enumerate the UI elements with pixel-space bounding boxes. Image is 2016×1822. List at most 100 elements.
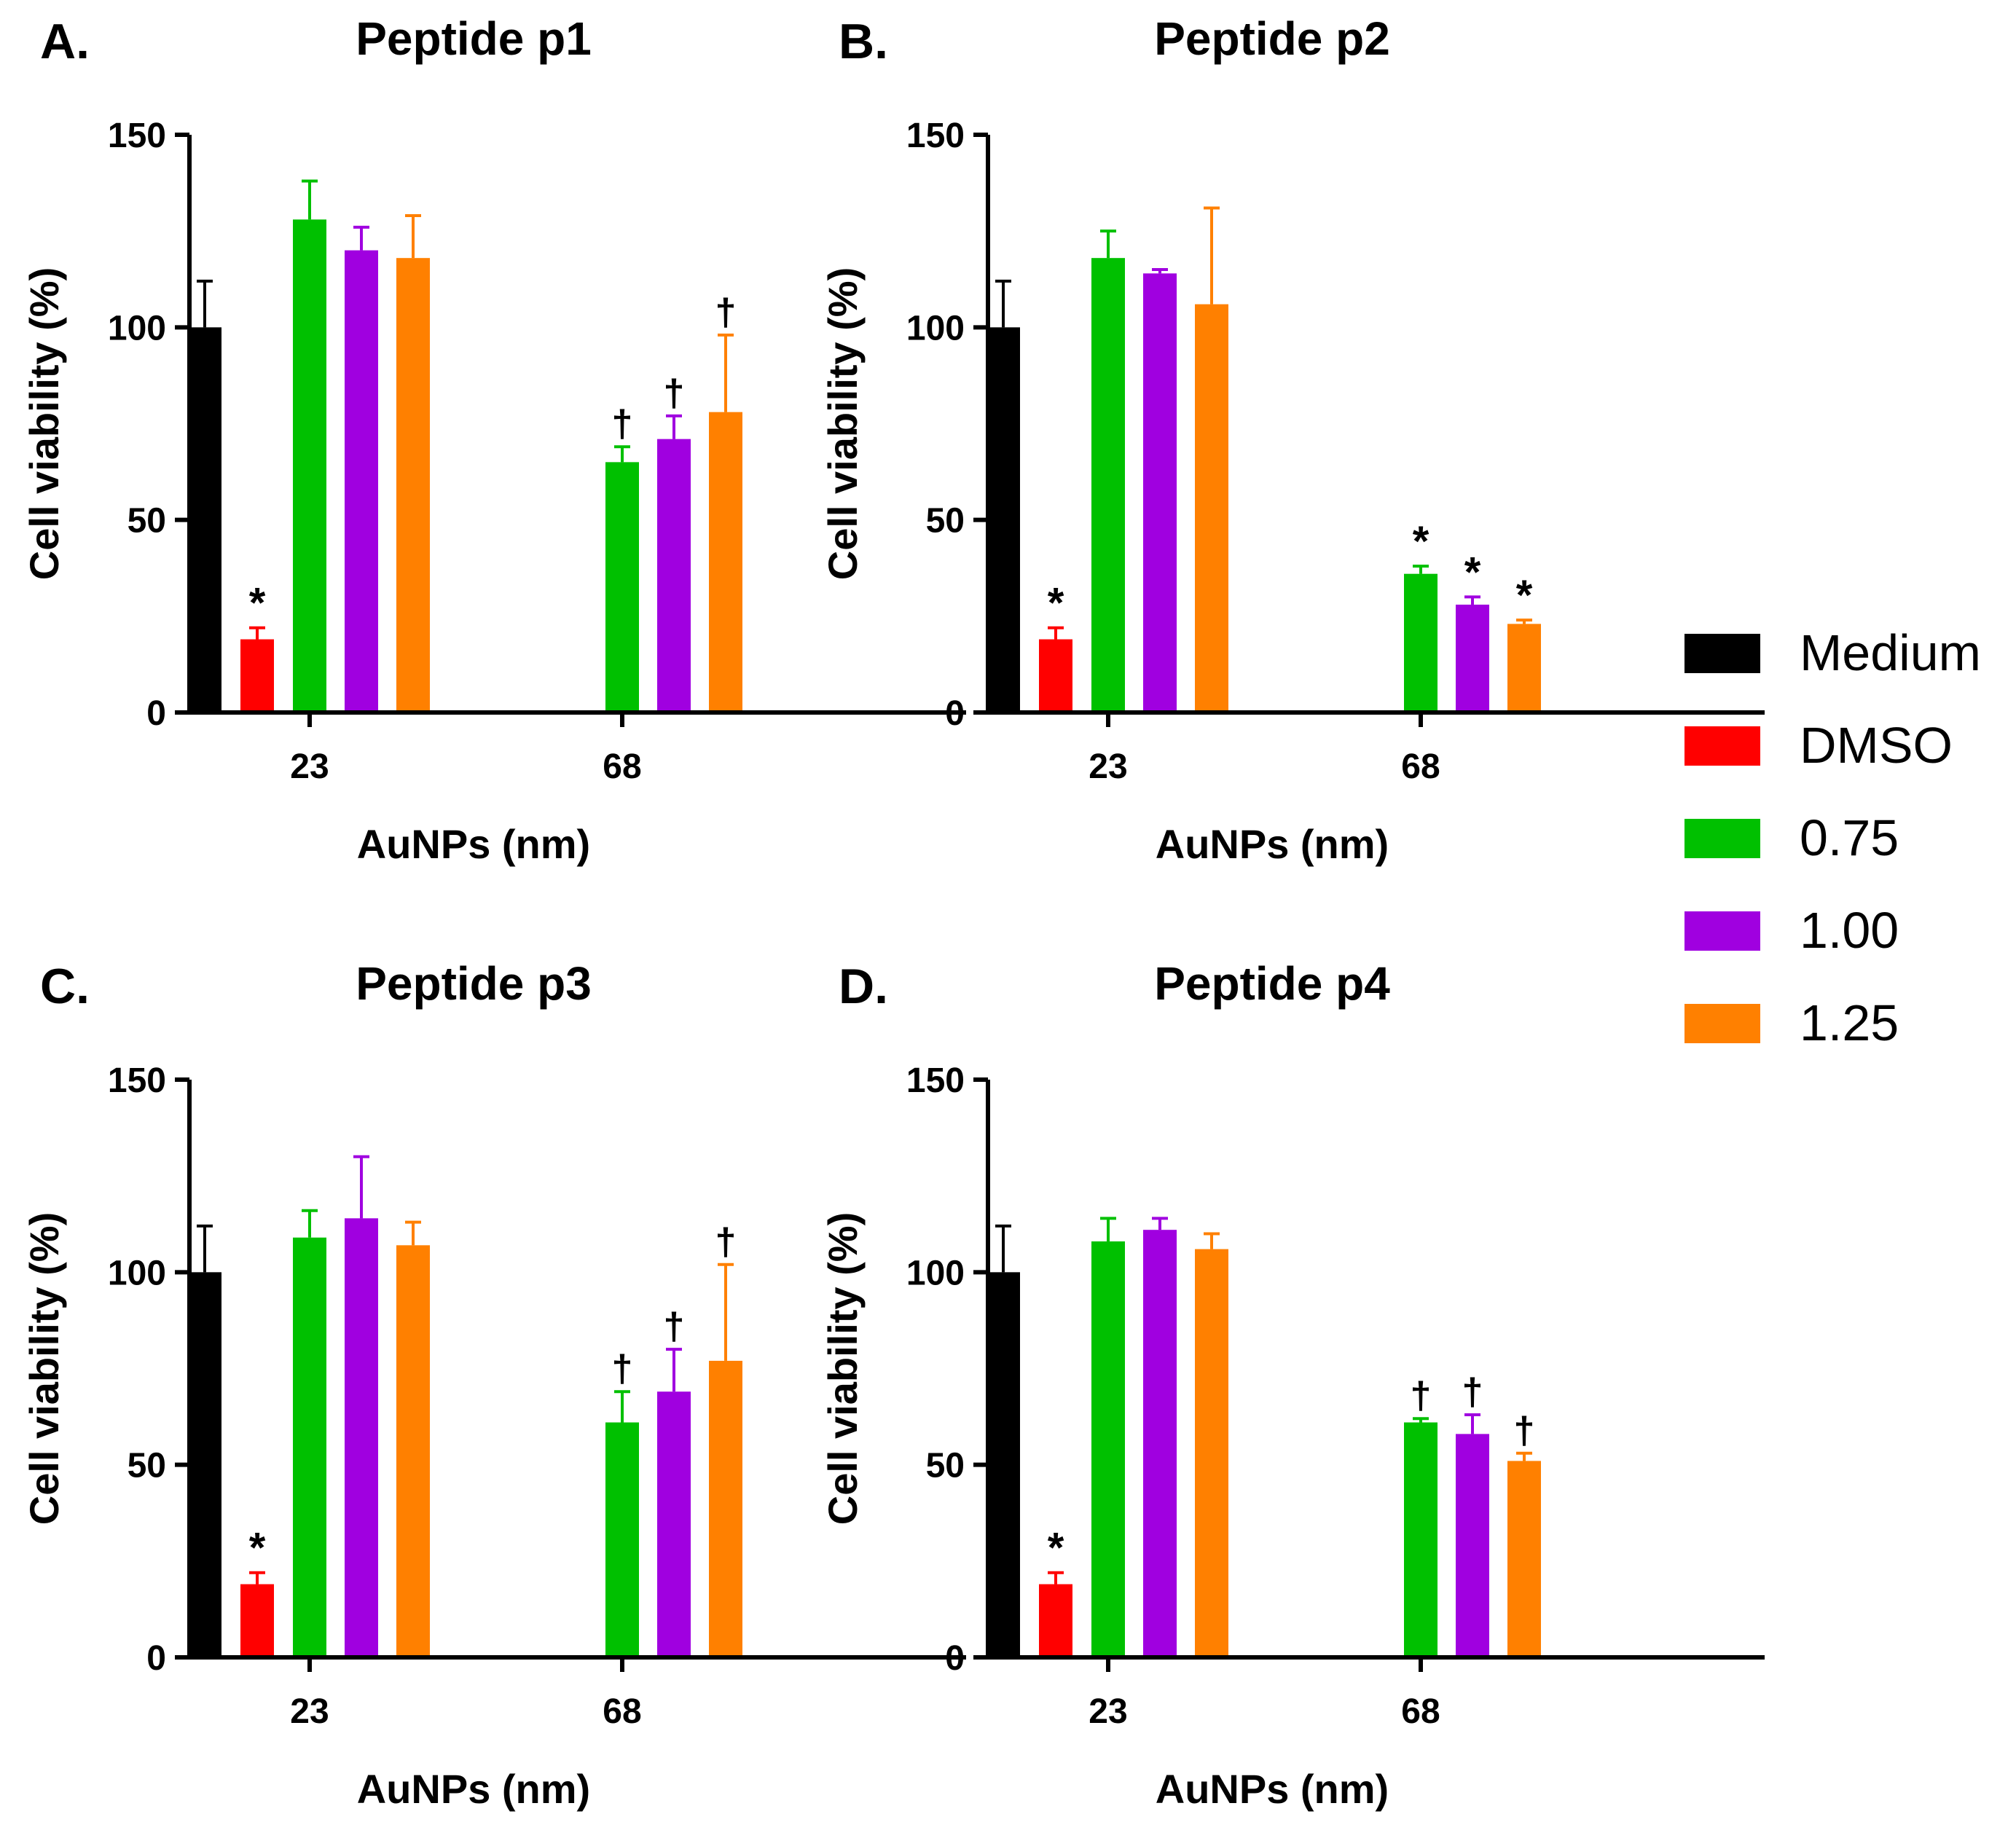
x-tick-label: 23 — [1089, 747, 1127, 786]
bar-medium-23 — [188, 327, 221, 712]
bar-1-25-68 — [1507, 1461, 1541, 1657]
chart-panel-d: D. Peptide p4 Cell viability (%) AuNPs (nm)… — [820, 957, 1765, 1812]
bar-dmso-23 — [240, 1584, 274, 1657]
y-tick-label: 100 — [906, 1254, 965, 1292]
panel-title: Peptide p4 — [1154, 957, 1390, 1010]
x-tick-label: 68 — [1401, 1692, 1440, 1731]
y-tick-label: 0 — [146, 1639, 166, 1678]
y-tick-label: 50 — [926, 1447, 965, 1485]
y-tick-label: 50 — [128, 502, 166, 541]
significance-asterisk: * — [1048, 1525, 1064, 1572]
significance-asterisk: * — [1048, 580, 1064, 627]
y-tick-label: 100 — [906, 309, 965, 347]
x-tick-label: 23 — [1089, 1692, 1127, 1731]
y-tick-label: 0 — [945, 694, 965, 733]
panel-letter: A. — [40, 14, 90, 69]
legend-swatch-medium — [1684, 634, 1760, 673]
bar-1-00-23 — [1143, 273, 1177, 712]
y-tick-label: 100 — [108, 1254, 166, 1292]
chart-panel-b: B. Peptide p2 Cell viability (%) AuNPs (nm)… — [820, 12, 1765, 867]
y-tick-label: 100 — [108, 309, 166, 347]
x-tick-label: 68 — [603, 747, 641, 786]
panel-title: Peptide p2 — [1154, 12, 1390, 65]
bar-1-00-68 — [657, 439, 691, 712]
y-tick-label: 150 — [108, 1061, 166, 1100]
x-axis-label: AuNPs (nm) — [1156, 821, 1389, 867]
legend-swatch-1-25 — [1684, 1004, 1760, 1043]
significance-dagger: † — [612, 1348, 633, 1390]
significance-dagger: † — [1411, 1375, 1432, 1417]
bar-0-75-23 — [293, 219, 326, 713]
bar-1-25-23 — [1195, 304, 1228, 712]
legend-swatch-1-00 — [1684, 911, 1760, 951]
x-tick-label: 68 — [1401, 747, 1440, 786]
y-axis-label: Cell viability (%) — [21, 267, 67, 580]
significance-dagger: † — [1462, 1371, 1483, 1413]
panel-letter: C. — [40, 959, 90, 1014]
panel-title: Peptide p3 — [356, 957, 592, 1010]
bar-dmso-23 — [240, 639, 274, 712]
bar-0-75-68 — [605, 1422, 639, 1657]
bar-0-75-23 — [293, 1237, 326, 1657]
bar-medium-23 — [987, 327, 1020, 712]
x-tick-label: 23 — [290, 1692, 329, 1731]
legend-label: DMSO — [1800, 717, 1953, 774]
bar-1-00-68 — [1456, 1434, 1489, 1657]
significance-dagger: † — [664, 372, 685, 415]
bar-1-25-23 — [396, 1245, 430, 1657]
y-tick-label: 50 — [926, 502, 965, 541]
bar-1-00-68 — [657, 1391, 691, 1657]
significance-asterisk: * — [1516, 572, 1533, 619]
bar-dmso-23 — [1039, 639, 1072, 712]
significance-dagger: † — [664, 1305, 685, 1348]
bar-1-00-23 — [345, 1218, 378, 1657]
bar-1-00-23 — [1143, 1230, 1177, 1657]
legend-label: 0.75 — [1800, 809, 1899, 866]
significance-asterisk: * — [1464, 549, 1481, 596]
significance-dagger: † — [1514, 1410, 1535, 1452]
x-axis-label: AuNPs (nm) — [357, 821, 590, 867]
significance-dagger: † — [612, 403, 633, 445]
x-axis-label: AuNPs (nm) — [1156, 1766, 1389, 1812]
bar-dmso-23 — [1039, 1584, 1072, 1657]
x-tick-label: 68 — [603, 1692, 641, 1731]
bar-0-75-68 — [1404, 1422, 1438, 1657]
bar-1-25-68 — [709, 1360, 742, 1657]
chart-panel-c: C. Peptide p3 Cell viability (%) AuNPs (nm)… — [21, 957, 966, 1812]
significance-asterisk: * — [1413, 518, 1429, 565]
y-axis-label: Cell viability (%) — [820, 1212, 866, 1525]
bar-1-25-68 — [1507, 624, 1541, 712]
legend-swatch-dmso — [1684, 726, 1760, 766]
legend-label: 1.00 — [1800, 902, 1899, 959]
y-axis-label: Cell viability (%) — [21, 1212, 67, 1525]
significance-asterisk: * — [249, 580, 266, 627]
panel-title: Peptide p1 — [356, 12, 592, 65]
bar-medium-23 — [987, 1272, 1020, 1657]
bar-0-75-23 — [1091, 258, 1125, 712]
panels: A. Peptide p1 Cell viability (%) AuNPs (nm)… — [21, 12, 1765, 1812]
y-tick-label: 150 — [906, 1061, 965, 1100]
y-tick-label: 0 — [945, 1639, 965, 1678]
bar-1-00-68 — [1456, 604, 1489, 712]
y-tick-label: 50 — [128, 1447, 166, 1485]
bar-1-00-23 — [345, 250, 378, 713]
x-axis-label: AuNPs (nm) — [357, 1766, 590, 1812]
y-tick-label: 150 — [906, 117, 965, 155]
bar-0-75-68 — [1404, 573, 1438, 712]
significance-dagger: † — [715, 1221, 737, 1263]
significance-asterisk: * — [249, 1525, 266, 1572]
y-tick-label: 150 — [108, 117, 166, 155]
y-axis-label: Cell viability (%) — [820, 267, 866, 580]
panel-letter: D. — [839, 959, 888, 1014]
bar-1-25-68 — [709, 412, 742, 712]
x-tick-label: 23 — [290, 747, 329, 786]
chart-panel-a: A. Peptide p1 Cell viability (%) AuNPs (nm)… — [21, 12, 966, 867]
bar-medium-23 — [188, 1272, 221, 1657]
bar-0-75-68 — [605, 462, 639, 712]
legend-label: Medium — [1800, 624, 1981, 681]
legend: Medium DMSO 0.75 1.00 1.25 — [1684, 624, 1981, 1051]
bar-1-25-23 — [1195, 1249, 1228, 1657]
legend-swatch-0-75 — [1684, 819, 1760, 858]
bar-0-75-23 — [1091, 1241, 1125, 1657]
